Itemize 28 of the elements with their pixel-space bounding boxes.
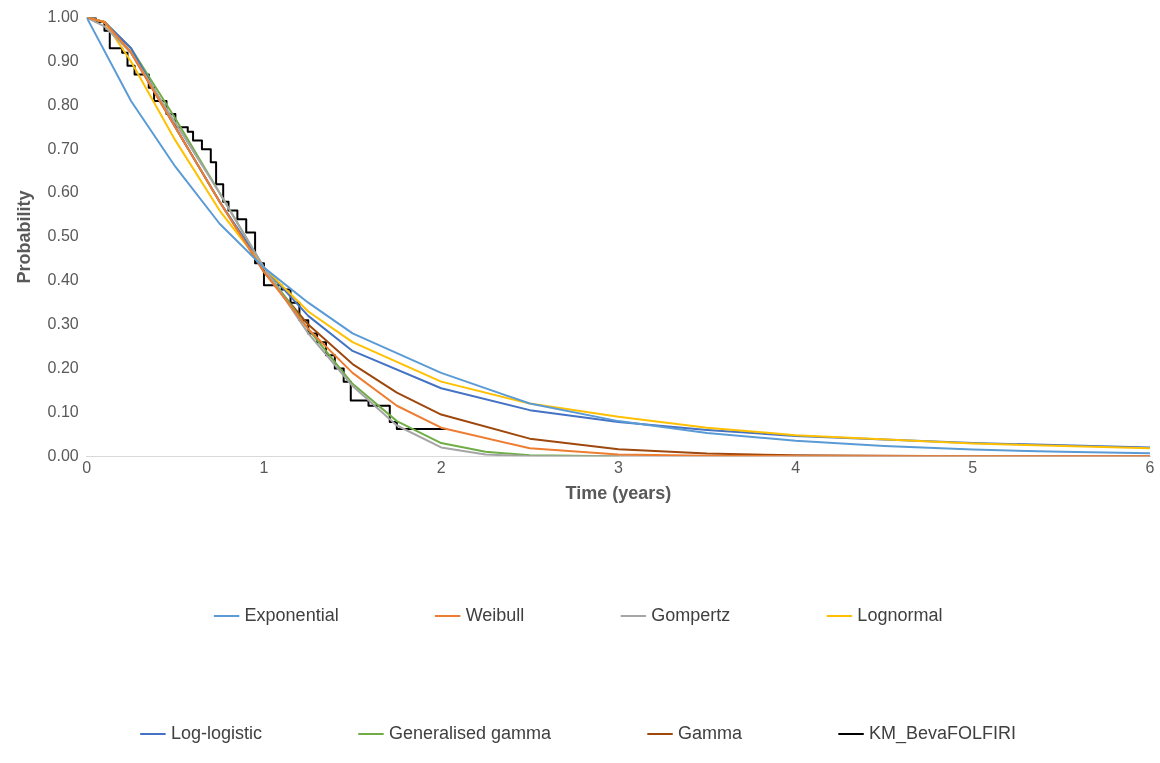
legend-label: Log-logistic <box>170 722 262 743</box>
legend-label: Lognormal <box>857 604 943 625</box>
x-tick-label: 2 <box>436 459 446 477</box>
x-tick-label: 4 <box>791 459 801 477</box>
y-tick-label: 0.30 <box>47 315 79 333</box>
y-tick-label: 0.70 <box>47 139 79 157</box>
y-tick-label: 0.40 <box>47 271 79 289</box>
legend-label: Generalised gamma <box>388 722 553 743</box>
legend-label: Exponential <box>244 604 339 625</box>
x-tick-label: 5 <box>968 459 978 477</box>
x-tick-label: 6 <box>1145 459 1155 477</box>
y-tick-label: 0.20 <box>47 358 79 376</box>
x-tick-label: 0 <box>82 459 92 477</box>
y-tick-label: 1.00 <box>47 8 79 26</box>
legend-label: KM_BevaFOLFIRI <box>869 722 1017 744</box>
y-tick-label: 0.90 <box>47 51 79 69</box>
y-tick-label: 0.10 <box>47 402 79 420</box>
y-tick-label: 0.00 <box>47 446 79 464</box>
y-axis-title: Probability <box>13 190 34 284</box>
x-axis-title: Time (years) <box>565 483 672 504</box>
x-tick-label: 1 <box>259 459 269 477</box>
legend-label: Gompertz <box>651 604 731 625</box>
x-tick-label: 3 <box>613 459 623 477</box>
y-tick-label: 0.60 <box>47 183 79 201</box>
y-tick-label: 0.80 <box>47 95 79 113</box>
legend-label: Weibull <box>465 604 525 625</box>
legend-label: Gamma <box>678 722 744 743</box>
y-tick-label: 0.50 <box>47 227 79 245</box>
